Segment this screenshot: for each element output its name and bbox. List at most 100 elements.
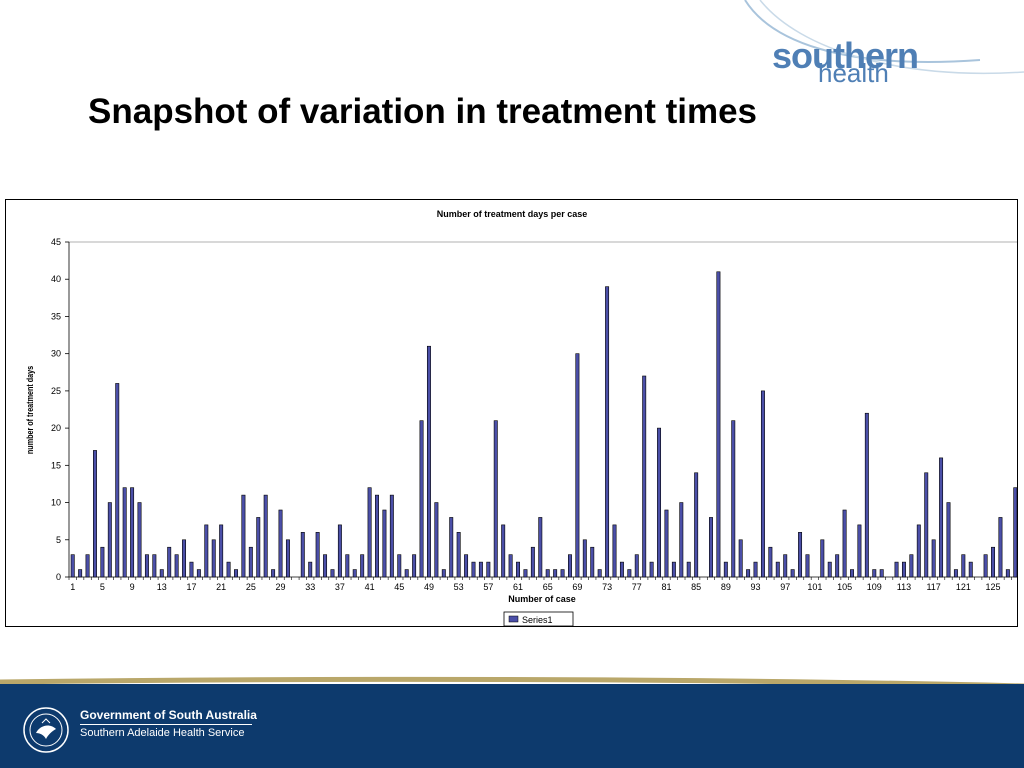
bar-case-107 bbox=[857, 524, 862, 578]
bar-case-110 bbox=[879, 569, 884, 578]
x-tick-label: 105 bbox=[837, 582, 852, 592]
x-tick-label: 13 bbox=[157, 582, 167, 592]
bar-case-112 bbox=[894, 561, 899, 578]
bar-case-52 bbox=[449, 517, 454, 578]
bar-case-26 bbox=[256, 517, 261, 578]
x-tick-label: 5 bbox=[100, 582, 105, 592]
chart-frame: Number of treatment days per case number… bbox=[5, 199, 1018, 627]
bar-case-104 bbox=[835, 554, 840, 578]
bar-case-87 bbox=[709, 517, 713, 578]
bar-case-48 bbox=[419, 420, 424, 578]
bar-case-81 bbox=[664, 509, 669, 578]
bar-case-91 bbox=[738, 539, 743, 578]
bar-case-83 bbox=[679, 502, 684, 578]
bar-case-56 bbox=[478, 561, 483, 578]
bar-case-42 bbox=[375, 494, 379, 578]
bar-case-16 bbox=[182, 539, 187, 578]
bar-case-34 bbox=[315, 532, 320, 578]
bar-case-39 bbox=[352, 569, 357, 578]
bar-case-88 bbox=[716, 271, 721, 578]
bar-case-47 bbox=[412, 554, 417, 578]
bar-case-27 bbox=[263, 494, 268, 578]
bar-case-103 bbox=[827, 561, 832, 578]
bar-case-2 bbox=[78, 569, 83, 578]
bar-case-9 bbox=[130, 487, 135, 578]
bar-case-11 bbox=[144, 554, 149, 578]
bar-case-38 bbox=[345, 554, 350, 578]
x-tick-label: 21 bbox=[216, 582, 226, 592]
bar-case-1 bbox=[70, 554, 75, 578]
x-tick-label: 33 bbox=[305, 582, 315, 592]
bar-case-37 bbox=[337, 524, 342, 578]
x-tick-label: 37 bbox=[335, 582, 345, 592]
x-tick-label: 65 bbox=[543, 582, 553, 592]
bar-case-89 bbox=[723, 561, 728, 578]
bar-case-85 bbox=[694, 472, 699, 578]
x-tick-label: 1 bbox=[70, 582, 75, 592]
bar-case-122 bbox=[968, 561, 973, 578]
bar-case-18 bbox=[196, 569, 201, 578]
bar-case-114 bbox=[909, 554, 914, 578]
bar-case-7 bbox=[115, 383, 120, 578]
x-tick-label: 101 bbox=[807, 582, 822, 592]
x-tick-label: 61 bbox=[513, 582, 523, 592]
bar-case-118 bbox=[939, 457, 944, 578]
x-axis-label: Number of case bbox=[508, 594, 576, 604]
bar-case-74 bbox=[612, 524, 617, 578]
bar-case-62 bbox=[523, 569, 528, 578]
bar-case-97 bbox=[783, 554, 788, 578]
bar-case-100 bbox=[805, 554, 810, 578]
y-tick-label: 0 bbox=[56, 572, 61, 582]
bar-case-3 bbox=[85, 554, 90, 578]
x-tick-label: 9 bbox=[130, 582, 135, 592]
legend-box bbox=[503, 611, 574, 626]
bar-case-109 bbox=[872, 569, 877, 578]
slide-title: Snapshot of variation in treatment times bbox=[88, 92, 757, 131]
x-tick-label: 81 bbox=[661, 582, 671, 592]
bar-case-43 bbox=[382, 509, 387, 578]
bar-case-22 bbox=[226, 561, 231, 578]
bar-case-108 bbox=[864, 412, 869, 578]
x-tick-label: 89 bbox=[721, 582, 731, 592]
bar-case-23 bbox=[234, 569, 238, 578]
bar-case-46 bbox=[404, 569, 409, 578]
bar-case-20 bbox=[211, 539, 216, 578]
bar-case-102 bbox=[820, 539, 825, 578]
y-axis-label: number of treatment days bbox=[25, 366, 35, 455]
footer-bar bbox=[0, 684, 1024, 768]
x-tick-label: 77 bbox=[632, 582, 642, 592]
y-tick-label: 20 bbox=[51, 423, 61, 433]
government-name: Government of South Australia bbox=[80, 708, 257, 722]
bar-case-64 bbox=[538, 517, 543, 578]
bar-case-63 bbox=[530, 546, 535, 578]
legend-label-series1: Series1 bbox=[522, 615, 553, 625]
bar-chart: Number of treatment days per case number… bbox=[25, 209, 1017, 626]
bar-case-99 bbox=[798, 532, 803, 578]
bar-case-90 bbox=[731, 420, 736, 578]
bar-case-53 bbox=[456, 532, 461, 578]
x-tick-label: 25 bbox=[246, 582, 256, 592]
bar-case-8 bbox=[122, 487, 127, 578]
logo-word-health: health bbox=[818, 58, 889, 88]
chart-title: Number of treatment days per case bbox=[437, 209, 588, 219]
bar-case-69 bbox=[575, 353, 580, 578]
footer-accent-curve bbox=[0, 676, 1024, 689]
bar-case-94 bbox=[760, 390, 765, 578]
bar-case-66 bbox=[553, 569, 558, 578]
bar-case-105 bbox=[842, 509, 847, 578]
x-tick-label: 85 bbox=[691, 582, 701, 592]
x-tick-label: 69 bbox=[572, 582, 582, 592]
bar-case-49 bbox=[426, 345, 431, 578]
bar-case-95 bbox=[768, 546, 773, 578]
x-tick-label: 93 bbox=[751, 582, 761, 592]
bar-case-10 bbox=[137, 502, 142, 578]
bar-case-12 bbox=[152, 554, 157, 578]
x-tick-label: 29 bbox=[276, 582, 286, 592]
bar-case-36 bbox=[330, 569, 335, 578]
bar-case-76 bbox=[627, 569, 632, 578]
y-tick-label: 10 bbox=[51, 498, 61, 508]
bar-case-60 bbox=[508, 554, 513, 578]
bar-case-5 bbox=[100, 546, 105, 578]
y-tick-label: 25 bbox=[51, 386, 61, 396]
x-tick-label: 121 bbox=[956, 582, 971, 592]
